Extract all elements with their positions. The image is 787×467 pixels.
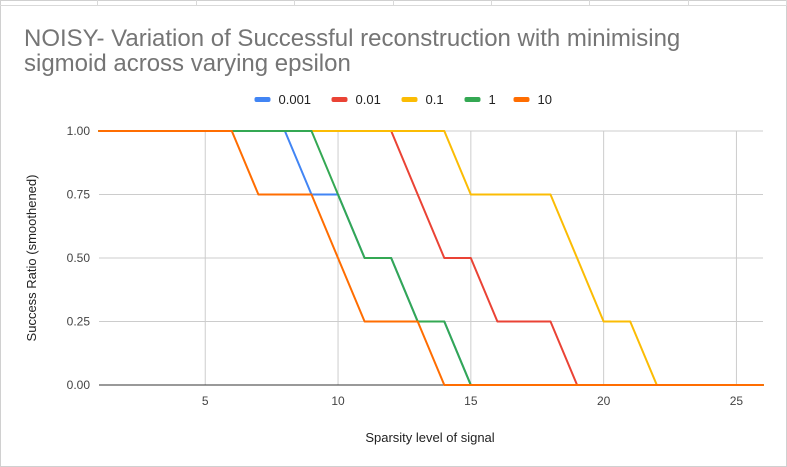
chart-title: NOISY- Variation of Successful reconstru… [24, 25, 681, 77]
y-tick-label: 0.75 [67, 188, 91, 202]
x-axis-title: Sparsity level of signal [365, 430, 494, 445]
y-tick-label: 1.00 [67, 124, 91, 138]
y-axis-title: Success Ratio (smoothened) [24, 175, 39, 342]
spreadsheet-grid-strip [0, 0, 787, 6]
legend-swatch-0.01 [331, 97, 348, 102]
legend-label-10: 10 [538, 92, 552, 107]
legend-swatch-1 [464, 97, 481, 102]
legend-label-0.001: 0.001 [279, 92, 312, 107]
x-tick-label: 10 [331, 394, 345, 408]
legend-label-0.1: 0.1 [426, 92, 444, 107]
x-tick-label: 5 [202, 394, 209, 408]
axis-layer: 0.00 0.25 0.50 0.75 1.00 5 10 15 20 25 [67, 124, 763, 408]
legend-swatch-0.1 [401, 97, 418, 102]
x-tick-label: 20 [597, 394, 611, 408]
series-line-10 [98, 130, 764, 386]
legend-label-1: 1 [489, 92, 496, 107]
x-tick-label: 15 [464, 394, 478, 408]
legend-label-0.01: 0.01 [356, 92, 381, 107]
y-tick-label: 0.50 [67, 251, 91, 265]
x-tick-label: 25 [730, 394, 744, 408]
legend-swatch-10 [513, 97, 530, 102]
grid-layer [99, 130, 763, 385]
y-tick-label: 0.00 [67, 378, 91, 392]
legend: 0.001 0.01 0.1 1 10 [254, 92, 552, 107]
legend-swatch-0.001 [254, 97, 271, 102]
y-tick-label: 0.25 [67, 315, 91, 329]
series-layer [98, 130, 764, 386]
